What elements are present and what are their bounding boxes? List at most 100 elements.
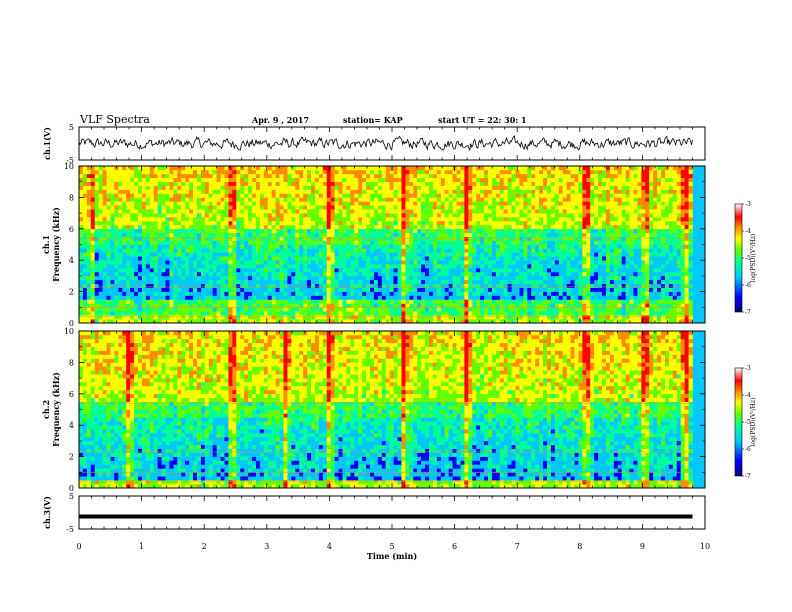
heatmap-cell (196, 264, 202, 269)
heatmap-cell (275, 283, 280, 288)
heatmap-cell (106, 271, 111, 277)
heatmap-cell (185, 205, 190, 210)
heatmap-cell (90, 189, 96, 194)
heatmap-cell (358, 228, 363, 234)
heatmap-cell (196, 260, 202, 265)
heatmap-cell (130, 271, 135, 277)
heatmap-cell (287, 228, 292, 234)
heatmap-cell (539, 307, 544, 312)
heatmap-cell (354, 248, 359, 253)
heatmap-cell (102, 299, 107, 304)
heatmap-cell (370, 217, 375, 222)
heatmap-cell (523, 232, 528, 237)
heatmap-cell (464, 248, 469, 253)
heatmap-cell (417, 177, 422, 182)
heatmap-cell (444, 189, 449, 194)
heatmap-cell (114, 279, 119, 285)
heatmap-cell (346, 173, 351, 179)
heatmap-cell (487, 236, 493, 241)
heatmap-cell (362, 252, 367, 257)
heatmap-cell (354, 185, 359, 190)
heatmap-cell (79, 303, 84, 308)
heatmap-cell (303, 315, 308, 320)
heatmap-cell (106, 213, 111, 218)
heatmap-cell (527, 209, 532, 214)
heatmap-cell (137, 295, 143, 300)
heatmap-cell (82, 279, 88, 285)
heatmap-cell (421, 236, 426, 241)
heatmap-cell (543, 220, 548, 226)
heatmap-cell (429, 303, 434, 308)
heatmap-cell (208, 201, 213, 206)
heatmap-cell (503, 205, 508, 210)
heatmap-cell (527, 236, 532, 241)
heatmap-cell (228, 217, 233, 222)
heatmap-cell (381, 244, 387, 249)
heatmap-cell (287, 213, 292, 218)
heatmap-cell (480, 268, 485, 273)
heatmap-cell (157, 244, 162, 249)
heatmap-cell (303, 232, 308, 237)
heatmap-cell (519, 307, 524, 312)
heatmap-cell (468, 311, 473, 316)
heatmap-cell (291, 279, 296, 285)
heatmap-cell (311, 201, 316, 206)
heatmap-cell (464, 295, 469, 300)
heatmap-cell (476, 213, 481, 218)
heatmap-cell (141, 209, 147, 214)
heatmap-cell (271, 224, 276, 230)
heatmap-cell (130, 185, 135, 190)
heatmap-cell (381, 299, 387, 304)
heatmap-cell (413, 256, 418, 261)
heatmap-cell (212, 307, 217, 312)
heatmap-cell (303, 271, 308, 277)
heatmap-cell (421, 173, 426, 179)
heatmap-cell (393, 220, 398, 226)
heatmap-cell (539, 271, 544, 277)
heatmap-cell (79, 311, 84, 316)
heatmap-cell (118, 209, 123, 214)
heatmap-cell (118, 244, 123, 249)
heatmap-cell (519, 271, 524, 277)
heatmap-cell (79, 299, 84, 304)
heatmap-cell (362, 169, 367, 175)
heatmap-cell (232, 291, 237, 296)
heatmap-cell (535, 201, 540, 206)
heatmap-cell (385, 185, 390, 190)
heatmap-cell (342, 201, 347, 206)
heatmap-cell (79, 197, 84, 202)
heatmap-cell (507, 169, 512, 175)
heatmap-cell (295, 248, 300, 253)
heatmap-cell (519, 291, 524, 296)
heatmap-cell (82, 173, 88, 179)
heatmap-cell (401, 287, 406, 292)
heatmap-cell (566, 240, 571, 245)
heatmap-cell (130, 189, 135, 194)
heatmap-cell (334, 268, 339, 273)
heatmap-cell (267, 295, 272, 300)
heatmap-cell (307, 315, 312, 320)
heatmap-cell (460, 217, 465, 222)
heatmap-cell (401, 224, 406, 230)
heatmap-cell (259, 224, 265, 230)
heatmap-cell (322, 291, 328, 296)
heatmap-cell (259, 283, 265, 288)
heatmap-cell (531, 264, 536, 269)
heatmap-cell (189, 181, 194, 186)
heatmap-cell (503, 181, 508, 186)
heatmap-cell (208, 295, 213, 300)
heatmap-cell (499, 220, 505, 226)
heatmap-cell (145, 279, 151, 285)
heatmap-cell (98, 256, 103, 261)
heatmap-cell (464, 275, 469, 281)
heatmap-cell (220, 260, 225, 265)
heatmap-cell (79, 252, 84, 257)
heatmap-cell (546, 252, 552, 257)
heatmap-cell (519, 252, 524, 257)
heatmap-cell (228, 319, 233, 324)
heatmap-cell (283, 189, 288, 194)
heatmap-cell (527, 275, 532, 281)
heatmap-cell (409, 315, 414, 320)
heatmap-cell (82, 264, 88, 269)
heatmap-cell (373, 240, 379, 245)
